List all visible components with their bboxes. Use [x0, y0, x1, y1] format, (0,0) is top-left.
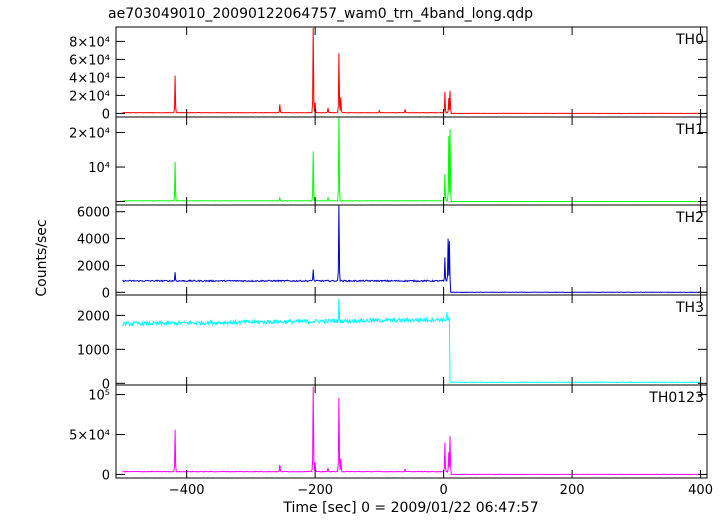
panel-th3: 0 1000 2000 TH3	[77, 294, 708, 392]
y-tick-label: 0	[102, 286, 110, 301]
panel-th0123: 0 5×10⁴ 10⁵ TH0123	[69, 384, 708, 483]
series-th0-line	[122, 27, 701, 115]
y-tick-label: 2×10⁴	[69, 127, 110, 142]
panel-frame	[115, 26, 708, 118]
y-tick-label: 2000	[77, 259, 110, 274]
y-tick-label: 0	[102, 468, 110, 483]
panel-frame	[115, 384, 708, 479]
y-tick-label: 0	[102, 377, 110, 392]
panel-label-th0123: TH0123	[648, 390, 704, 406]
series-th2-line	[122, 205, 701, 294]
panel-th0: 0 2×10⁴ 4×10⁴ 6×10⁴ 8×10⁴ TH0	[69, 26, 708, 122]
y-tick-label: 8×10⁴	[69, 35, 110, 50]
x-axis-label: Time [sec] 0 = 2009/01/22 06:47:57	[282, 500, 538, 516]
y-tick-label: 6×10⁴	[69, 53, 110, 68]
series-th1-line	[122, 117, 701, 203]
y-tick-label: 0	[102, 107, 110, 122]
x-tick-label: 200	[560, 483, 585, 498]
y-tick-label: 2×10⁴	[69, 89, 110, 104]
y-tick-label: 4×10⁴	[69, 71, 110, 86]
x-tick-label: 0	[439, 483, 447, 498]
x-tick-label: 400	[688, 483, 713, 498]
series-th3-line	[122, 298, 701, 384]
y-tick-label: 10⁵	[88, 389, 110, 404]
y-tick-label: 10⁴	[88, 161, 110, 176]
x-tick-label: −200	[297, 483, 333, 498]
panel-frame	[115, 204, 708, 296]
panel-th1: 10⁴ 2×10⁴ TH1	[69, 116, 708, 206]
y-tick-label: 1000	[77, 343, 110, 358]
y-tick-label: 4000	[77, 233, 110, 248]
panel-frame	[115, 294, 708, 386]
y-axis-label: Counts/sec	[34, 219, 50, 296]
x-tick-label: −400	[169, 483, 205, 498]
panel-label-th3: TH3	[675, 300, 704, 316]
panel-label-th0: TH0	[675, 32, 704, 48]
panel-frame	[115, 116, 708, 206]
file-title: ae703049010_20090122064757_wam0_trn_4ban…	[108, 6, 533, 22]
y-tick-label: 2000	[77, 309, 110, 324]
panel-label-th1: TH1	[675, 122, 704, 138]
y-tick-label: 6000	[77, 206, 110, 221]
y-tick-label: 5×10⁴	[69, 428, 110, 443]
panel-th2: 0 2000 4000 6000 TH2	[77, 204, 708, 301]
series-th0123-line	[122, 386, 701, 476]
panel-label-th2: TH2	[675, 210, 704, 226]
